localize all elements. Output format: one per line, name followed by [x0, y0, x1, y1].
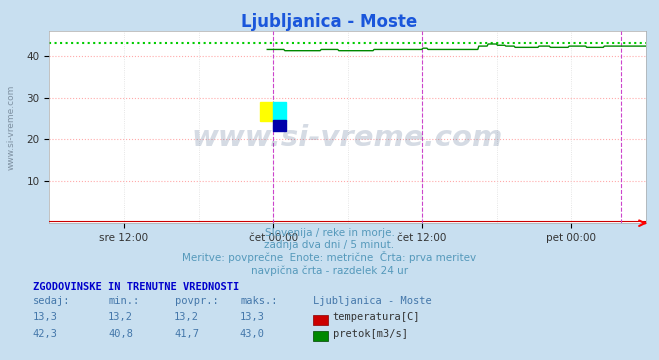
Text: www.si-vreme.com: www.si-vreme.com [6, 84, 15, 170]
Text: temperatura[C]: temperatura[C] [333, 312, 420, 323]
Bar [273, 120, 286, 131]
Text: 41,7: 41,7 [174, 329, 199, 339]
Text: navpična črta - razdelek 24 ur: navpična črta - razdelek 24 ur [251, 265, 408, 276]
Text: Ljubljanica - Moste: Ljubljanica - Moste [313, 296, 432, 306]
Text: pretok[m3/s]: pretok[m3/s] [333, 329, 408, 339]
Text: 13,3: 13,3 [240, 312, 265, 323]
Text: 42,3: 42,3 [32, 329, 57, 339]
Text: 40,8: 40,8 [108, 329, 133, 339]
Text: Slovenija / reke in morje.: Slovenija / reke in morje. [264, 228, 395, 238]
Text: 13,3: 13,3 [32, 312, 57, 323]
Text: sedaj:: sedaj: [33, 296, 71, 306]
Text: min.:: min.: [109, 296, 140, 306]
Text: 13,2: 13,2 [174, 312, 199, 323]
Text: Ljubljanica - Moste: Ljubljanica - Moste [241, 13, 418, 31]
Text: povpr.:: povpr.: [175, 296, 218, 306]
Text: 43,0: 43,0 [240, 329, 265, 339]
Text: maks.:: maks.: [241, 296, 278, 306]
Text: zadnja dva dni / 5 minut.: zadnja dva dni / 5 minut. [264, 240, 395, 251]
Text: www.si-vreme.com: www.si-vreme.com [192, 125, 503, 152]
Text: Meritve: povprečne  Enote: metrične  Črta: prva meritev: Meritve: povprečne Enote: metrične Črta:… [183, 251, 476, 263]
Text: 13,2: 13,2 [108, 312, 133, 323]
Bar [260, 102, 273, 121]
Text: ZGODOVINSKE IN TRENUTNE VREDNOSTI: ZGODOVINSKE IN TRENUTNE VREDNOSTI [33, 282, 239, 292]
Bar [273, 102, 286, 121]
